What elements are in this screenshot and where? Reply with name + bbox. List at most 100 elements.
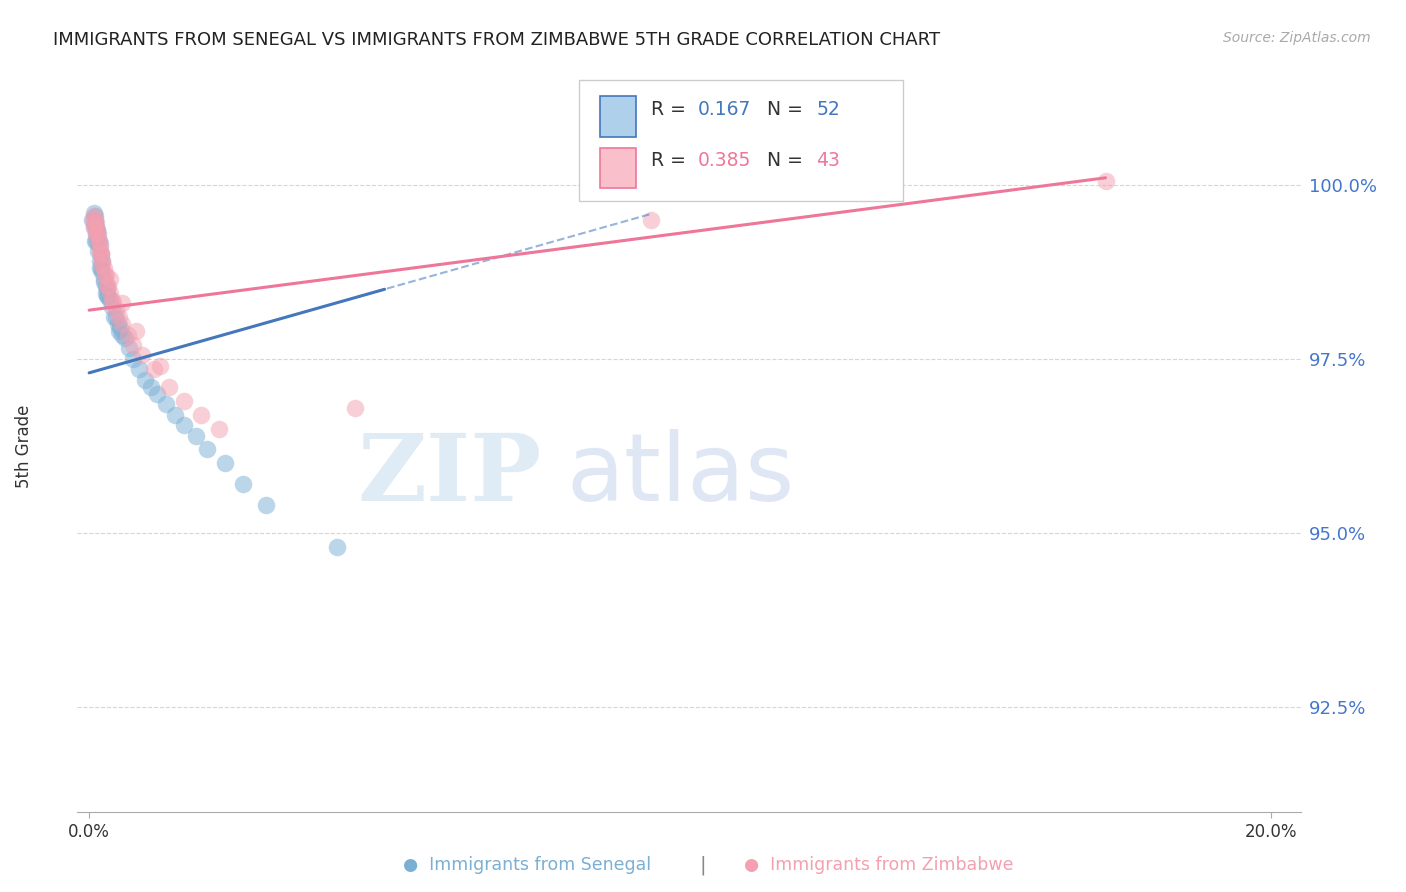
Point — [86, 223, 108, 237]
Point — [82, 212, 104, 227]
Point — [94, 278, 117, 293]
Point — [84, 227, 107, 241]
Point — [90, 247, 112, 261]
Point — [1094, 174, 1116, 188]
Point — [84, 219, 107, 234]
Point — [141, 380, 163, 394]
Point — [232, 477, 254, 491]
Point — [93, 268, 115, 283]
Point — [344, 401, 367, 415]
Point — [163, 408, 186, 422]
Point — [125, 324, 148, 338]
Point — [96, 282, 118, 296]
Bar — [599, 147, 637, 188]
Text: R =: R = — [651, 152, 692, 170]
Point — [83, 219, 105, 234]
Point — [97, 289, 120, 303]
Point — [84, 227, 107, 241]
Text: N =: N = — [768, 152, 808, 170]
Point — [84, 234, 107, 248]
Point — [104, 310, 127, 325]
Point — [96, 289, 118, 303]
Point — [118, 342, 141, 356]
Point — [94, 268, 117, 283]
Point — [100, 300, 122, 314]
Point — [91, 265, 114, 279]
Text: ●  Immigrants from Zimbabwe: ● Immigrants from Zimbabwe — [744, 856, 1014, 874]
Text: 0.167: 0.167 — [697, 100, 751, 119]
Point — [157, 380, 180, 394]
Point — [83, 209, 105, 223]
Point — [214, 457, 236, 471]
Point — [208, 421, 231, 435]
Point — [90, 247, 112, 261]
Point — [84, 212, 107, 227]
Point — [89, 234, 111, 248]
Point — [155, 397, 177, 411]
Point — [122, 338, 145, 352]
Point — [254, 498, 277, 512]
Point — [90, 261, 112, 276]
Text: 5th Grade: 5th Grade — [15, 404, 32, 488]
Point — [101, 296, 124, 310]
Text: ZIP: ZIP — [359, 430, 543, 520]
Text: 0.385: 0.385 — [697, 152, 751, 170]
Point — [190, 408, 212, 422]
Point — [84, 234, 107, 248]
Point — [84, 216, 107, 230]
Point — [87, 234, 110, 248]
Point — [114, 331, 136, 345]
Point — [146, 386, 169, 401]
Point — [108, 320, 131, 334]
Text: |: | — [700, 855, 706, 875]
Point — [90, 247, 112, 261]
Point — [89, 254, 111, 268]
Point — [87, 234, 110, 248]
Point — [107, 310, 129, 325]
Point — [94, 285, 117, 300]
Point — [149, 359, 172, 373]
Point — [86, 223, 108, 237]
Point — [91, 254, 114, 268]
Point — [117, 327, 139, 342]
Point — [89, 240, 111, 254]
Point — [103, 310, 125, 325]
Point — [111, 317, 134, 331]
Text: R =: R = — [651, 100, 692, 119]
Point — [93, 272, 115, 286]
Point — [111, 327, 134, 342]
Point — [107, 317, 129, 331]
Point — [84, 209, 107, 223]
Point — [143, 362, 166, 376]
Text: IMMIGRANTS FROM SENEGAL VS IMMIGRANTS FROM ZIMBABWE 5TH GRADE CORRELATION CHART: IMMIGRANTS FROM SENEGAL VS IMMIGRANTS FR… — [53, 31, 941, 49]
Point — [100, 293, 122, 307]
Point — [134, 373, 156, 387]
Point — [89, 237, 111, 252]
Point — [93, 275, 115, 289]
Point — [89, 244, 111, 258]
Text: ●  Immigrants from Senegal: ● Immigrants from Senegal — [404, 856, 651, 874]
Point — [173, 393, 195, 408]
Point — [173, 418, 195, 433]
Point — [84, 212, 107, 227]
Text: N =: N = — [768, 100, 808, 119]
Text: Source: ZipAtlas.com: Source: ZipAtlas.com — [1223, 31, 1371, 45]
Point — [131, 348, 153, 362]
Point — [84, 216, 107, 230]
Point — [122, 351, 145, 366]
Point — [128, 362, 150, 376]
Bar — [599, 96, 637, 136]
Point — [195, 442, 218, 457]
Text: 52: 52 — [815, 100, 839, 119]
Point — [87, 244, 110, 258]
Point — [104, 303, 127, 318]
Point — [91, 254, 114, 268]
Point — [184, 428, 207, 442]
Point — [86, 227, 108, 241]
Point — [326, 540, 349, 554]
Point — [91, 258, 114, 272]
Point — [83, 219, 105, 234]
Point — [98, 293, 121, 307]
Point — [87, 227, 110, 241]
Text: 43: 43 — [815, 152, 839, 170]
